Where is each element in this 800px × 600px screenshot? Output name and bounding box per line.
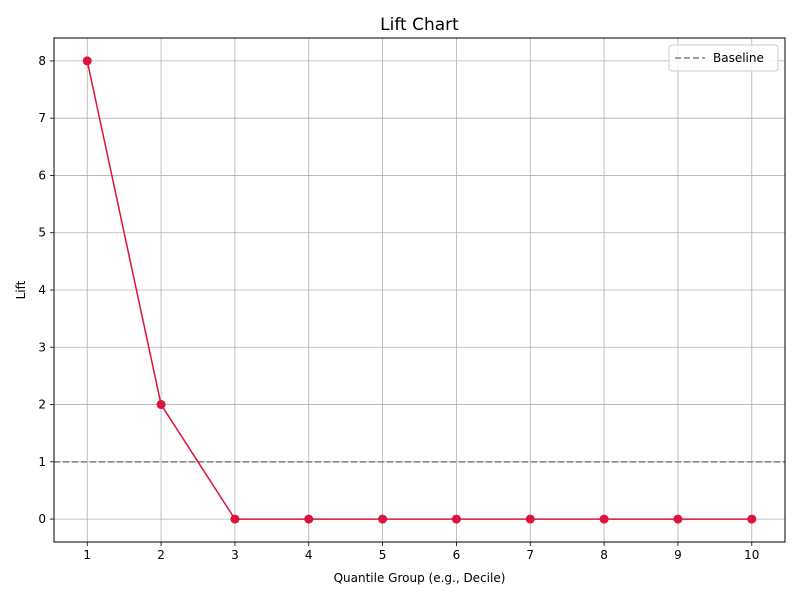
y-axis-label: Lift [14, 280, 28, 299]
chart-title: Lift Chart [380, 15, 459, 35]
y-tick-label: 0 [38, 512, 46, 526]
y-tick-label: 1 [38, 455, 46, 469]
lift-data-point [378, 514, 388, 524]
x-tick-label: 3 [231, 548, 239, 562]
x-tick-label: 9 [674, 548, 682, 562]
lift-data-point [451, 514, 461, 524]
x-axis-ticks: 1 2 3 4 5 6 7 8 9 10 [83, 542, 759, 562]
x-tick-label: 8 [600, 548, 608, 562]
y-tick-label: 5 [38, 226, 46, 240]
x-tick-label: 4 [305, 548, 313, 562]
x-axis-label: Quantile Group (e.g., Decile) [334, 571, 506, 585]
y-tick-label: 2 [38, 398, 46, 412]
y-tick-label: 6 [38, 168, 46, 182]
lift-data-point [525, 514, 535, 524]
x-tick-label: 10 [744, 548, 759, 562]
x-tick-label: 2 [157, 548, 165, 562]
lift-data-point [304, 514, 314, 524]
x-tick-label: 5 [379, 548, 387, 562]
x-tick-label: 7 [526, 548, 534, 562]
y-tick-label: 7 [38, 111, 46, 125]
lift-data-point [599, 514, 609, 524]
x-tick-label: 1 [83, 548, 91, 562]
y-tick-label: 8 [38, 54, 46, 68]
lift-data-point [82, 56, 92, 66]
legend: Baseline [668, 44, 779, 72]
lift-data-point [673, 514, 683, 524]
legend-box [668, 44, 779, 72]
lift-data-point [230, 514, 240, 524]
series-group [82, 56, 757, 524]
y-tick-label: 3 [38, 340, 46, 354]
y-axis-ticks: 0 1 2 3 4 5 6 7 8 [38, 54, 54, 526]
legend-baseline-label: Baseline [713, 51, 764, 65]
lift-data-point [156, 400, 166, 410]
y-tick-label: 4 [38, 283, 46, 297]
lift-series-line [86, 60, 752, 520]
lift-data-point [747, 514, 757, 524]
x-tick-label: 6 [453, 548, 461, 562]
